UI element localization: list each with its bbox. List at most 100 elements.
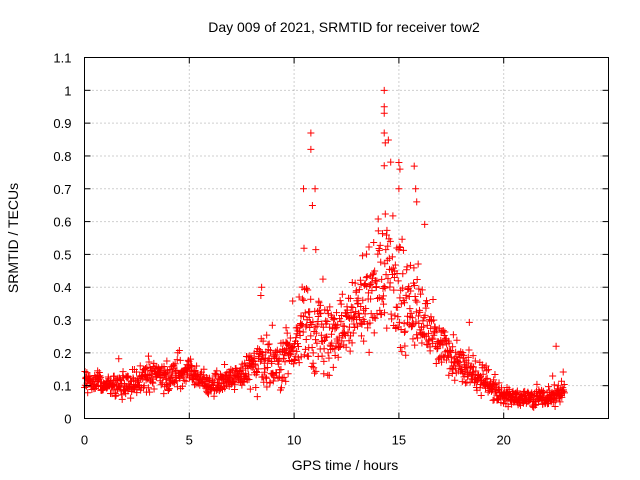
data-point xyxy=(307,145,315,153)
data-point xyxy=(471,357,479,365)
data-point xyxy=(370,329,378,337)
data-point xyxy=(417,290,425,298)
data-point xyxy=(119,368,127,376)
data-point xyxy=(302,323,310,331)
data-point xyxy=(413,276,421,284)
data-point xyxy=(304,286,312,294)
y-tick-label: 0.2 xyxy=(53,346,71,361)
data-point xyxy=(448,369,456,377)
data-point xyxy=(359,296,367,304)
data-point xyxy=(337,300,345,308)
data-point xyxy=(559,368,567,376)
data-point xyxy=(492,380,500,388)
data-point xyxy=(415,319,423,327)
data-point xyxy=(430,316,438,324)
data-point xyxy=(445,339,453,347)
data-point xyxy=(462,379,470,387)
data-point xyxy=(399,270,407,278)
data-point xyxy=(171,378,179,386)
data-point xyxy=(388,253,396,261)
data-point xyxy=(402,294,410,302)
data-point xyxy=(484,388,492,396)
data-point xyxy=(410,264,418,272)
data-point xyxy=(331,325,339,333)
data-point xyxy=(133,368,141,376)
data-point xyxy=(301,345,309,353)
data-point xyxy=(150,385,158,393)
data-point xyxy=(244,353,252,361)
data-point xyxy=(300,351,308,359)
data-point xyxy=(319,275,327,283)
data-point xyxy=(337,317,345,325)
data-point xyxy=(213,367,221,375)
data-point xyxy=(412,296,420,304)
data-point xyxy=(323,318,331,326)
data-point xyxy=(460,373,468,381)
data-point xyxy=(300,185,308,193)
data-point xyxy=(477,391,485,399)
data-point xyxy=(422,304,430,312)
data-point xyxy=(182,377,190,385)
data-point xyxy=(406,305,414,313)
data-point xyxy=(324,310,332,318)
data-point xyxy=(296,331,304,339)
data-point xyxy=(268,359,276,367)
y-tick-label: 0.1 xyxy=(53,379,71,394)
data-point xyxy=(164,387,172,395)
data-point xyxy=(115,355,123,363)
data-point xyxy=(419,317,427,325)
data-point xyxy=(326,303,334,311)
chart-title: Day 009 of 2021, SRMTID for receiver tow… xyxy=(208,19,480,35)
data-point xyxy=(355,310,363,318)
data-point xyxy=(407,309,415,317)
data-point xyxy=(327,330,335,338)
data-point xyxy=(381,260,389,268)
data-point xyxy=(372,277,380,285)
data-point xyxy=(396,343,404,351)
data-point xyxy=(368,287,376,295)
data-point xyxy=(395,185,403,193)
data-point xyxy=(357,332,365,340)
data-point xyxy=(389,212,397,220)
data-point xyxy=(363,283,371,291)
data-point xyxy=(124,372,132,380)
grid-lines xyxy=(84,57,609,419)
data-point xyxy=(483,374,491,382)
data-point xyxy=(352,287,360,295)
data-point xyxy=(148,378,156,386)
data-point xyxy=(384,275,392,283)
data-point xyxy=(355,314,363,322)
data-point xyxy=(346,295,354,303)
data-point xyxy=(92,382,100,390)
data-point xyxy=(351,312,359,320)
data-point xyxy=(299,328,307,336)
data-point xyxy=(414,260,422,268)
data-point xyxy=(284,370,292,378)
data-point xyxy=(456,354,464,362)
y-tick-labels: 0 0.1 0.2 0.3 0.4 0.5 0.6 0.7 0.8 0.9 1 1.1 xyxy=(53,51,71,427)
x-tick-label: 20 xyxy=(496,433,510,448)
data-point xyxy=(465,346,473,354)
data-point xyxy=(330,320,338,328)
data-point xyxy=(441,328,449,336)
data-point xyxy=(532,400,540,408)
data-point xyxy=(263,383,271,391)
data-point xyxy=(304,352,312,360)
data-point xyxy=(390,286,398,294)
data-point xyxy=(557,392,565,400)
data-point xyxy=(95,368,103,376)
data-point xyxy=(344,328,352,336)
data-point xyxy=(412,185,420,193)
data-point xyxy=(281,349,289,357)
data-point xyxy=(470,363,478,371)
data-point xyxy=(426,347,434,355)
data-point xyxy=(302,335,310,343)
data-point xyxy=(160,362,168,370)
data-point xyxy=(168,368,176,376)
data-point xyxy=(297,319,305,327)
data-point xyxy=(334,321,342,329)
data-point xyxy=(346,347,354,355)
data-point xyxy=(395,159,403,167)
data-point xyxy=(257,291,265,299)
data-point xyxy=(357,302,365,310)
